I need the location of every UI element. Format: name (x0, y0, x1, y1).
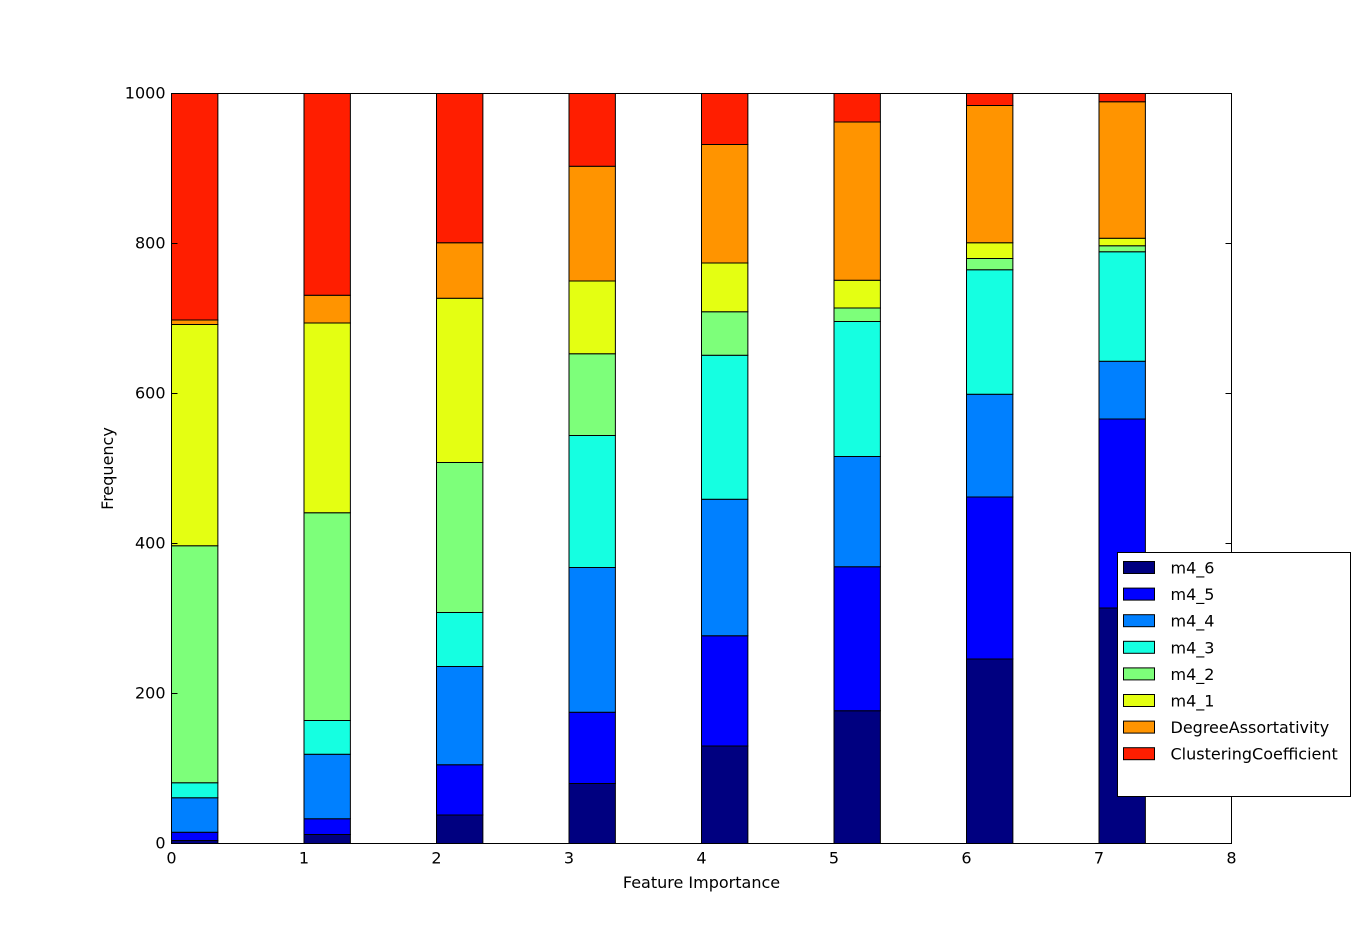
bar-segment-m4_6-2 (436, 814, 484, 844)
legend-swatch-m4_6 (1123, 561, 1155, 574)
x-tick-label: 7 (1094, 849, 1104, 868)
legend-label-DegreeAssortativity: DegreeAssortativity (1171, 718, 1330, 737)
bar-segment-ClusteringCoefficient-0 (171, 93, 219, 321)
x-tick-label: 1 (299, 849, 309, 868)
bar-segment-m4_4-0 (171, 797, 219, 833)
ticks-layer: 0 1 2 3 4 5 6 7 8 0 200 400 600 800 1000 (125, 84, 1237, 868)
bar-segment-m4_4-1 (303, 753, 351, 820)
bar-segment-m4_4-7 (1098, 360, 1146, 420)
bar-segment-DegreeAssortativity-7 (1098, 101, 1146, 239)
x-tick-label: 5 (829, 849, 839, 868)
legend-label-m4_3: m4_3 (1171, 638, 1215, 658)
legend-label-m4_1: m4_1 (1171, 692, 1215, 712)
bar-segment-m4_5-3 (568, 711, 616, 784)
bar-segment-m4_3-6 (966, 269, 1014, 395)
bar-segment-m4_2-5 (833, 307, 881, 322)
x-tick-label: 0 (166, 849, 176, 868)
bar-segment-m4_5-5 (833, 566, 881, 712)
bar-segment-m4_5-0 (171, 831, 219, 841)
bar-segment-m4_5-2 (436, 764, 484, 816)
bar-segment-m4_2-4 (701, 311, 749, 356)
y-tick-label: 1000 (125, 84, 166, 103)
legend-swatch-DegreeAssortativity (1123, 720, 1155, 734)
bar-segment-m4_1-5 (833, 279, 881, 309)
legend-swatch-m4_3 (1123, 640, 1155, 654)
y-tick-label: 400 (135, 534, 166, 553)
bar-segment-m4_4-4 (701, 498, 749, 637)
legend-label-m4_4: m4_4 (1171, 612, 1215, 632)
bar-segment-DegreeAssortativity-2 (436, 242, 484, 299)
bar-segment-m4_6-6 (966, 658, 1014, 844)
bar-segment-m4_4-2 (436, 666, 484, 766)
bar-segment-DegreeAssortativity-5 (833, 121, 881, 281)
bar-segment-m4_3-3 (568, 435, 616, 568)
bar-segment-ClusteringCoefficient-5 (833, 93, 881, 123)
bar-segment-m4_1-1 (303, 322, 351, 514)
bar-segment-m4_2-1 (303, 512, 351, 721)
x-tick-label: 6 (961, 849, 971, 868)
y-tick-label: 800 (135, 234, 166, 253)
bar-segment-m4_4-6 (966, 393, 1014, 498)
bar-segment-ClusteringCoefficient-1 (303, 93, 351, 296)
bar-segment-m4_2-7 (1098, 245, 1146, 253)
bar-segment-DegreeAssortativity-1 (303, 294, 351, 324)
x-tick-label: 3 (564, 849, 574, 868)
bar-segment-m4_1-6 (966, 242, 1014, 259)
bar-segment-m4_5-4 (701, 635, 749, 747)
bar-segment-m4_1-7 (1098, 237, 1146, 247)
bar-segment-m4_6-3 (568, 783, 616, 844)
x-tick-label: 8 (1226, 849, 1236, 868)
bar-segment-DegreeAssortativity-3 (568, 165, 616, 282)
bars-layer (171, 93, 1146, 844)
legend-label-m4_6: m4_6 (1171, 559, 1215, 579)
y-tick-label: 0 (155, 834, 165, 853)
bar-segment-DegreeAssortativity-0 (171, 319, 219, 325)
bar-segment-ClusteringCoefficient-7 (1098, 93, 1146, 103)
bar-segment-m4_3-4 (701, 354, 749, 500)
bar-segment-m4_2-0 (171, 545, 219, 784)
x-tick-label: 2 (431, 849, 441, 868)
bar-segment-ClusteringCoefficient-4 (701, 93, 749, 145)
bar-segment-m4_1-2 (436, 297, 484, 463)
bar-segment-ClusteringCoefficient-6 (966, 93, 1014, 106)
bar-segment-m4_1-0 (171, 324, 219, 547)
bar-segment-m4_4-3 (568, 567, 616, 713)
legend-label-m4_2: m4_2 (1171, 665, 1215, 685)
bar-segment-m4_6-1 (303, 834, 351, 844)
bar-segment-m4_3-5 (833, 321, 881, 457)
bar-segment-ClusteringCoefficient-2 (436, 93, 484, 244)
y-tick-label: 600 (135, 384, 166, 403)
x-axis-title: Feature Importance (623, 873, 780, 892)
bar-segment-m4_4-5 (833, 456, 881, 568)
legend-swatch-m4_4 (1123, 614, 1155, 628)
bar-segment-ClusteringCoefficient-3 (568, 93, 616, 167)
bar-segment-m4_2-3 (568, 353, 616, 436)
legend: m4_6 m4_5 m4_4 m4_3 m4_2 m4_1 DegreeAssortativ… (1117, 552, 1351, 797)
legend-label-m4_5: m4_5 (1171, 585, 1215, 605)
legend-swatch-m4_2 (1123, 667, 1155, 681)
bar-segment-m4_3-0 (171, 782, 219, 799)
legend-swatch-m4_1 (1123, 694, 1155, 707)
bar-segment-m4_3-1 (303, 720, 351, 755)
y-tick-label: 200 (135, 684, 166, 703)
legend-box (1117, 552, 1351, 797)
bar-segment-m4_1-3 (568, 280, 616, 355)
bar-segment-m4_5-6 (966, 496, 1014, 660)
bar-segment-DegreeAssortativity-6 (966, 105, 1014, 244)
bar-segment-m4_3-2 (436, 612, 484, 667)
legend-swatch-m4_5 (1123, 587, 1155, 601)
bar-segment-m4_1-4 (701, 262, 749, 313)
legend-swatch-ClusteringCoefficient (1123, 747, 1155, 761)
bar-segment-m4_3-7 (1098, 251, 1146, 362)
y-axis-title: Frequency (98, 427, 117, 510)
bar-segment-DegreeAssortativity-4 (701, 144, 749, 264)
x-tick-label: 4 (696, 849, 706, 868)
bar-segment-m4_6-5 (833, 710, 881, 844)
legend-label-ClusteringCoefficient: ClusteringCoefficient (1171, 745, 1338, 764)
bar-segment-m4_2-6 (966, 258, 1014, 271)
bar-segment-m4_2-2 (436, 462, 484, 613)
bar-segment-m4_6-4 (701, 745, 749, 844)
bar-segment-m4_5-1 (303, 818, 351, 835)
